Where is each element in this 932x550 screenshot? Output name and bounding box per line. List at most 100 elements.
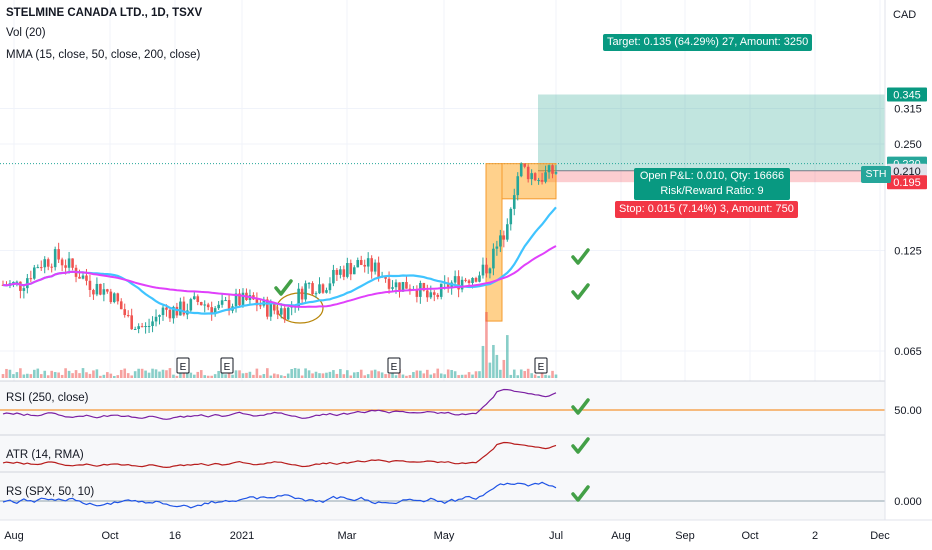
volume-bar — [74, 370, 78, 378]
candle-body — [318, 284, 321, 294]
candle-body — [481, 264, 485, 276]
volume-bar — [506, 335, 509, 378]
volume-bar — [64, 368, 67, 378]
volume-bar — [238, 370, 241, 378]
volume-bar — [512, 369, 516, 378]
candle-body — [464, 279, 467, 281]
volume-bar — [154, 369, 158, 378]
candle-body — [119, 301, 123, 310]
mma-legend[interactable]: MMA (15, close, 50, close, 200, close) — [6, 49, 201, 61]
volume-bar — [88, 373, 92, 378]
candle-body — [509, 208, 513, 225]
candles — [1, 162, 558, 334]
candle-body — [165, 307, 168, 310]
time-tick: Oct — [101, 530, 118, 542]
candle-body — [158, 315, 161, 317]
time-tick: 16 — [169, 530, 181, 542]
pane-bg — [0, 472, 932, 520]
volume-bar — [199, 370, 203, 378]
volume-bar — [67, 370, 71, 378]
candle-body — [255, 299, 259, 306]
rr-label[interactable]: Risk/Reward Ratio: 9 — [634, 183, 790, 200]
symbol-title[interactable]: STELMINE CANADA LTD., 1D, TSXV — [6, 7, 203, 19]
volume-bar — [8, 369, 12, 378]
candle-body — [321, 284, 325, 293]
candle-body — [488, 268, 492, 274]
candle-body — [53, 249, 57, 268]
stop-label[interactable]: Stop: 0.015 (7.14%) 3, Amount: 750 — [615, 201, 798, 218]
candle-body — [446, 282, 450, 289]
candle-body — [540, 179, 544, 182]
volume-bar — [412, 372, 415, 378]
candle-body — [279, 308, 283, 315]
earnings-marker-text: E — [180, 362, 187, 373]
time-tick: 2 — [812, 530, 818, 542]
candle-body — [363, 264, 367, 267]
candle-body — [426, 290, 429, 298]
volume-bar — [15, 372, 19, 378]
volume-bar — [46, 375, 50, 378]
candle-body — [95, 283, 99, 295]
candle-body — [544, 172, 547, 182]
volume-bar — [370, 370, 373, 378]
volume-bar — [537, 375, 540, 378]
volume-bar — [429, 374, 433, 378]
volume-bar — [373, 369, 377, 378]
candle-body — [67, 258, 71, 268]
candle-body — [272, 304, 276, 311]
volume-bar — [71, 373, 74, 378]
candle-body — [26, 278, 29, 289]
volume-bar — [276, 374, 280, 378]
volume-bar — [29, 374, 33, 378]
candle-body — [460, 279, 464, 290]
rs-legend[interactable]: RS (SPX, 50, 10) — [6, 486, 95, 498]
volume-bar — [544, 374, 547, 378]
volume-bar — [116, 375, 120, 378]
volume-bar — [165, 370, 168, 378]
target-label[interactable]: Target: 0.135 (64.29%) 27, Amount: 3250 — [603, 34, 813, 51]
candle-body — [151, 321, 154, 327]
volume-bar — [304, 368, 307, 378]
volume-bar — [398, 369, 401, 378]
candle-body — [401, 282, 405, 292]
candle-body — [551, 165, 554, 174]
volume-bar — [22, 374, 26, 378]
candle-body — [516, 176, 520, 196]
rsi-legend[interactable]: RSI (250, close) — [6, 392, 89, 404]
volume-bar — [391, 370, 394, 378]
volume-bar — [471, 374, 474, 378]
volume-bar — [39, 374, 43, 378]
candle-body — [220, 300, 224, 305]
candle-body — [217, 304, 220, 309]
vol-legend[interactable]: Vol (20) — [6, 27, 46, 39]
candle-body — [526, 166, 530, 180]
volume-bar — [85, 372, 88, 378]
candle-body — [33, 267, 36, 279]
volume-bar — [328, 371, 332, 378]
volume-bar — [339, 369, 342, 378]
time-tick: Jul — [549, 530, 563, 542]
candle-body — [161, 307, 165, 316]
pnl-label[interactable]: Open P&L: 0.010, Qty: 16666 — [634, 168, 790, 185]
volume-bar — [311, 373, 314, 378]
volume-bar — [419, 370, 422, 378]
volume-bar — [81, 368, 85, 378]
volume-bar — [290, 369, 293, 378]
volume-bar — [380, 372, 384, 378]
volume-bar — [158, 371, 161, 378]
candle-body — [192, 296, 196, 300]
volume-bar — [189, 372, 193, 378]
volume-bar — [95, 369, 99, 378]
volume-bar — [335, 373, 339, 378]
atr-legend[interactable]: ATR (14, RMA) — [6, 449, 84, 461]
candle-body — [130, 315, 133, 330]
volume-bar — [192, 374, 196, 378]
volume-bar — [272, 373, 276, 378]
earnings-marker — [534, 357, 548, 374]
candle-body — [123, 309, 127, 316]
candle-body — [175, 306, 179, 316]
sth-tag: STH — [861, 166, 891, 183]
candle-body — [266, 299, 269, 317]
